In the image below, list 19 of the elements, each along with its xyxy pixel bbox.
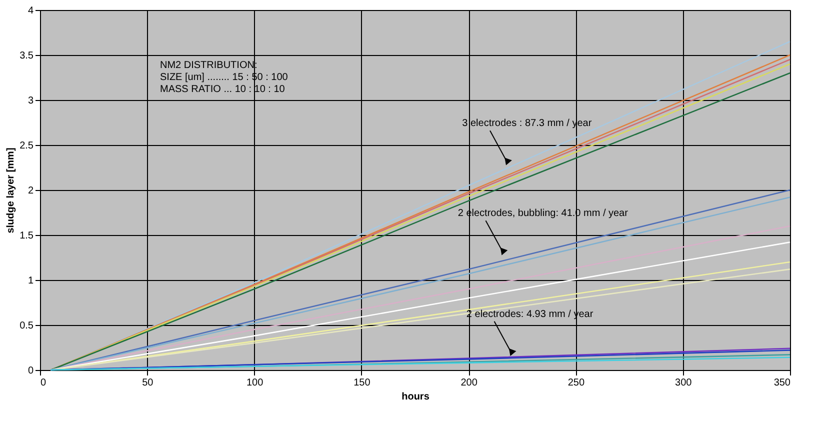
y-tick-label: 2 [28, 186, 34, 196]
y-tick-label: 1 [28, 276, 34, 286]
y-axis-title: sludge layer [mm] [6, 148, 17, 234]
x-tick-label: 250 [568, 378, 585, 388]
x-tick-label: 100 [246, 378, 264, 388]
x-tick-label: 300 [675, 378, 692, 388]
y-tick-label: 0.5 [20, 320, 34, 332]
x-tick-label: 50 [142, 378, 154, 388]
x-tick-label: 0 [40, 378, 46, 388]
y-tick-label: 3 [28, 96, 34, 106]
y-tick-label: 2.5 [20, 140, 34, 152]
y-tick-label: 4 [28, 6, 34, 16]
y-tick-label: 3.5 [20, 50, 34, 62]
x-axis-title: hours [402, 392, 430, 402]
x-tick-label: 200 [460, 378, 478, 388]
y-tick-label: 1.5 [20, 230, 34, 242]
x-tick-label: 350 [774, 378, 791, 388]
x-tick-label: 150 [354, 378, 371, 388]
y-tick-label: 0 [28, 366, 34, 376]
